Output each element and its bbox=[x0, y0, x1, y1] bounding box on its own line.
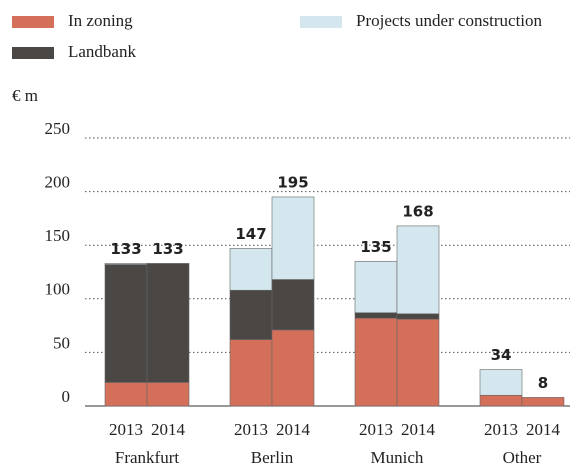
x-tick-label: 2013 bbox=[359, 420, 393, 439]
legend-swatch bbox=[300, 16, 342, 28]
x-tick-label: 2014 bbox=[526, 420, 561, 439]
group-label: Berlin bbox=[251, 448, 294, 467]
bar-segment bbox=[396, 318, 440, 407]
bar-segment bbox=[104, 263, 148, 265]
x-tick-label: 2014 bbox=[151, 420, 186, 439]
bar-segment bbox=[104, 264, 148, 383]
bar-segment bbox=[229, 339, 273, 407]
total-label: 133 bbox=[152, 240, 183, 258]
group-label: Other bbox=[503, 448, 542, 467]
bar-segment bbox=[229, 248, 273, 291]
legend-swatch bbox=[12, 47, 54, 59]
y-tick-label: 250 bbox=[45, 119, 71, 138]
y-tick-label: 50 bbox=[53, 333, 70, 352]
total-label: 147 bbox=[235, 225, 266, 243]
y-tick-label: 100 bbox=[45, 280, 71, 299]
bar-segment bbox=[271, 329, 315, 407]
total-label: 135 bbox=[360, 238, 391, 256]
bar-segment bbox=[354, 312, 398, 319]
bar-segment bbox=[229, 289, 273, 340]
legend-swatch bbox=[12, 16, 54, 28]
bar-segment bbox=[354, 260, 398, 314]
y-tick-label: 150 bbox=[45, 226, 71, 245]
total-label: 195 bbox=[277, 173, 308, 191]
x-tick-label: 2013 bbox=[109, 420, 143, 439]
y-tick-label: 0 bbox=[62, 387, 71, 406]
total-label: 34 bbox=[491, 346, 512, 364]
bar-segment bbox=[271, 196, 315, 280]
bar-segment bbox=[479, 369, 523, 396]
total-label: 168 bbox=[402, 202, 433, 220]
x-tick-label: 2014 bbox=[276, 420, 311, 439]
y-tick-label: 200 bbox=[45, 173, 71, 192]
legend-label: In zoning bbox=[68, 11, 133, 30]
bar-segment bbox=[479, 394, 523, 407]
bar-segment bbox=[146, 382, 190, 407]
x-tick-label: 2013 bbox=[234, 420, 268, 439]
legend-label: Landbank bbox=[68, 42, 136, 61]
x-tick-label: 2014 bbox=[401, 420, 436, 439]
bar-segment bbox=[354, 317, 398, 407]
legend-label: Projects under construction bbox=[356, 11, 543, 30]
bar-segment bbox=[396, 225, 440, 315]
bar-segment bbox=[104, 382, 148, 407]
group-label: Munich bbox=[371, 448, 424, 467]
bar-segment bbox=[271, 279, 315, 331]
total-label: 133 bbox=[110, 240, 141, 258]
group-label: Frankfurt bbox=[115, 448, 179, 467]
bar-segment bbox=[521, 397, 565, 407]
y-unit: € m bbox=[12, 86, 38, 105]
x-tick-label: 2013 bbox=[484, 420, 518, 439]
total-label: 8 bbox=[538, 374, 548, 392]
bar-segment bbox=[146, 263, 190, 383]
bar-segment bbox=[396, 313, 440, 320]
